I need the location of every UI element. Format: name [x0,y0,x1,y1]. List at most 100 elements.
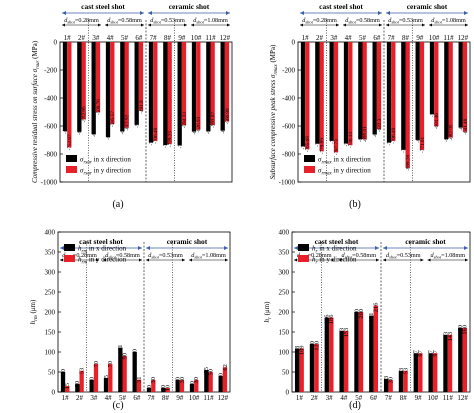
bar [309,344,315,392]
bar [447,334,453,392]
arrow-head-right [226,11,230,15]
y-tick-label: -200 [282,67,295,75]
bar-value-label: 97 [417,349,424,356]
legend-swatch [298,255,309,262]
shot-size-label: dshot=0.53mm [386,252,421,260]
bar-value-label: 70 [93,361,100,367]
y-axis-label: Compressive residual stress on surface σ… [31,40,41,183]
bar [208,372,213,392]
bar-value-label: -566.99 [225,108,231,124]
bar [153,42,158,141]
bar [108,364,113,392]
bar-value-label: 30 [179,377,186,383]
shot-size-label: dshot=0.58mm [341,252,376,260]
bar-value-label: 53 [402,368,409,374]
bar [354,312,359,392]
size-arrow-head-left [383,258,386,262]
y-tick-label: 150 [45,329,56,337]
bar-value-label: -706.48 [153,128,159,144]
size-arrow-head-right [376,258,379,262]
size-arrow-head-right [184,23,187,27]
category-label: 6# [373,34,381,42]
bar [93,364,99,392]
bar-value-label: 10 [146,385,153,391]
bar [343,330,349,392]
bar-value-label: -718.5 [149,132,155,146]
bar [305,42,310,150]
bar [194,380,199,392]
bar [148,42,154,143]
bar-value-label: -626.93 [196,116,202,132]
bar [432,353,438,392]
bar-value-label: -752.87 [67,134,73,150]
bar [196,42,201,130]
category-label: 11# [203,394,214,402]
bar [220,42,225,131]
bar-value-label: -637.21 [206,118,212,134]
bar-value-label: 30 [193,377,200,383]
category-label: 4# [340,394,348,402]
size-arrow-head-left [146,258,149,262]
y-tick-label: 150 [279,329,290,337]
bar-value-label: -515.36 [430,101,436,117]
category-label: 1# [296,394,304,402]
y-tick-label: 300 [45,269,56,277]
bar [348,42,353,146]
bar [60,372,66,392]
category-label: 11# [443,394,454,402]
bar [300,42,306,147]
bar-value-label: -693.63 [358,126,364,142]
category-label: 8# [164,34,172,42]
bar-value-label: -594.33 [182,112,188,128]
y-tick-label: -800 [44,151,57,159]
bar-value-label: -725.32 [344,130,350,146]
y-tick-label: -1000 [279,179,296,187]
bar [462,42,468,132]
bar-value-label: 120 [313,341,320,351]
bar-value-label: -738.98 [177,132,183,148]
category-label: 5# [119,394,127,402]
bar [167,42,172,145]
bar [294,348,300,392]
category-label: 11# [205,34,216,42]
bar [146,388,152,392]
bar [415,42,420,140]
bar [448,42,453,138]
y-tick-label: 350 [45,249,56,257]
bar-value-label: -633.02 [220,117,226,133]
category-label: 12# [457,394,468,402]
bar-value-label: -771.01 [420,137,426,153]
bar-value-label: 33 [383,376,390,382]
arrow-head-left [146,246,150,250]
bar-value-label: -638.25 [120,118,126,134]
bar-value-label: 40 [217,373,224,379]
y-axis-label: Subsurface compressive peak stress σrmax… [269,44,279,179]
category-label: 5# [359,34,367,42]
bar-value-label: -682.05 [448,124,454,140]
bar [138,42,144,111]
shot-size-label: dshot=0.53mm [148,252,183,260]
y-tick-label: 50 [282,369,290,377]
bar [429,42,435,115]
bar-value-label: -706.54 [329,128,335,144]
legend-entry: hrm in y direction [78,256,127,266]
category-label: 9# [178,34,186,42]
size-arrow-head-left [294,258,297,262]
bar [181,42,187,126]
bar [315,42,320,144]
y-tick-label: 0 [286,389,290,397]
shot-size-label: dshot=0.58mm [107,17,142,25]
bar [118,347,123,392]
y-tick-label: -400 [44,95,57,103]
shot-size-label: dshot=0.28mm [302,17,337,25]
category-label: 6# [135,34,143,42]
arrow-head-left [300,11,304,15]
bar-value-label: 191 [368,313,375,323]
bar [458,328,463,392]
category-label: 3# [90,394,98,402]
bar [75,384,80,392]
category-label: 11# [443,34,454,42]
bar-value-label: -659.96 [372,121,378,137]
legend-entry: σrmax in x direction [318,156,371,166]
